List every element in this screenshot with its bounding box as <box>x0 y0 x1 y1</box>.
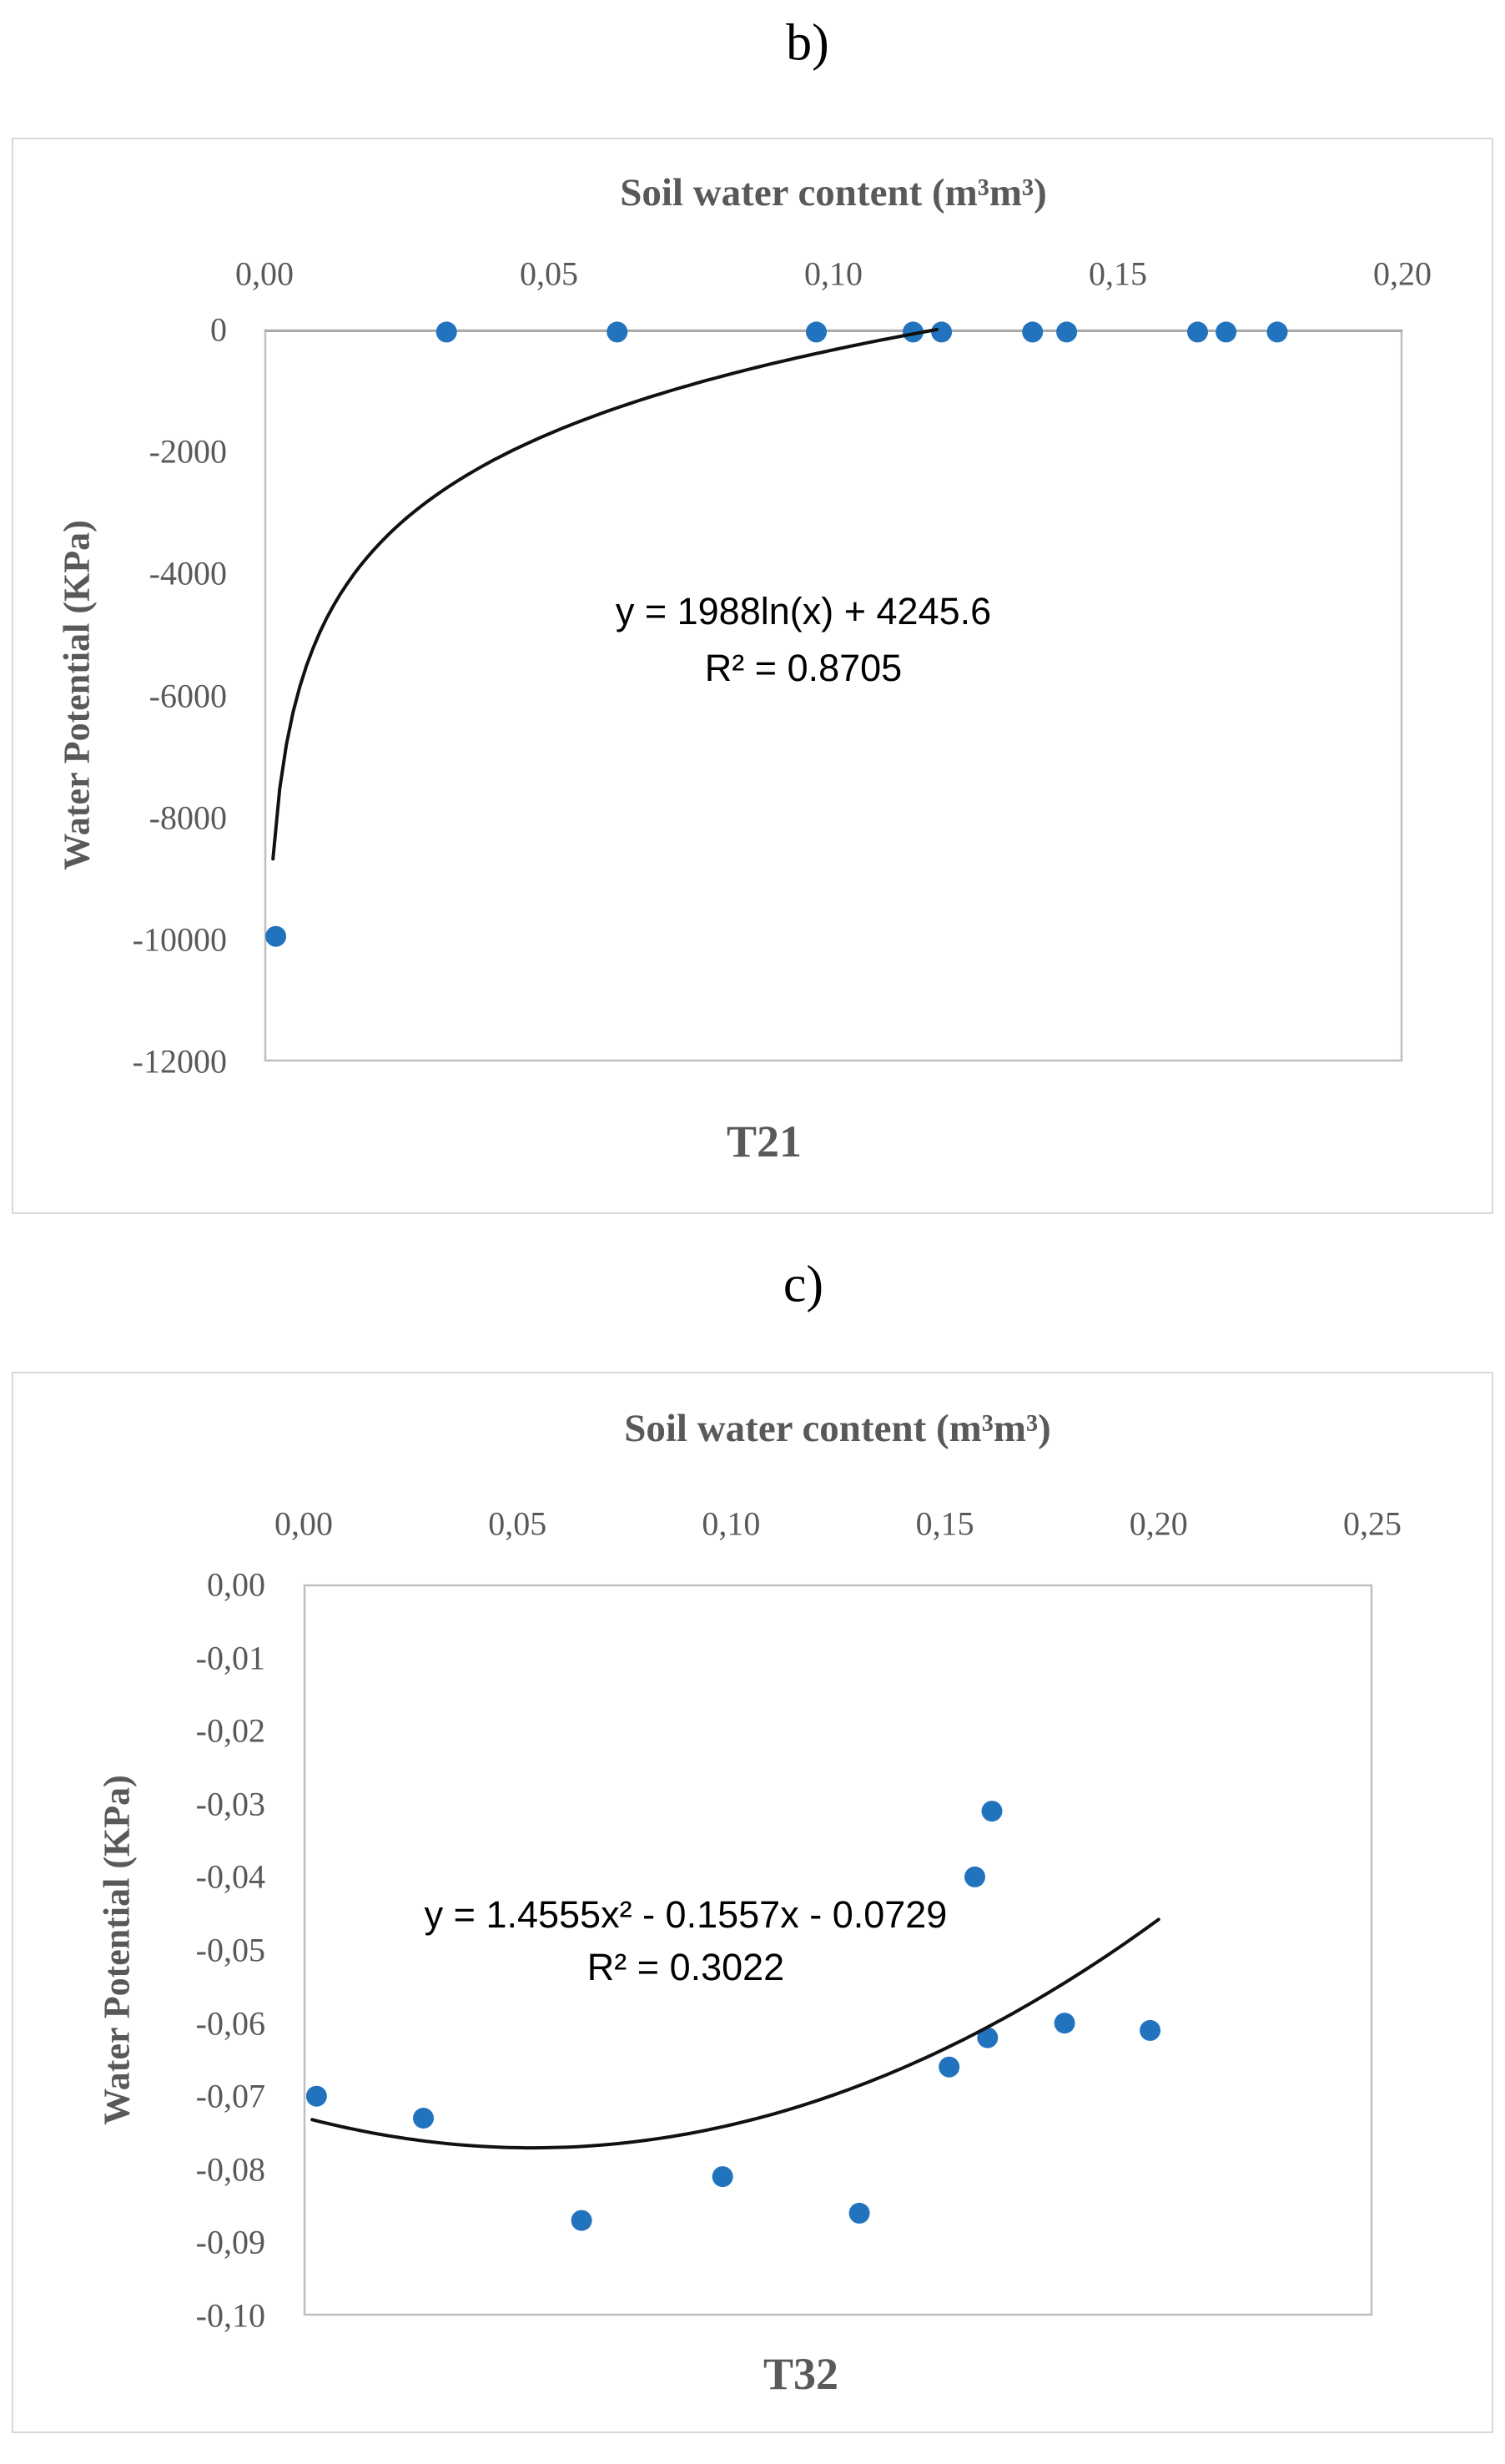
trendline-r-squared-c: R² = 0.3022 <box>586 1946 785 1988</box>
data-point <box>1216 321 1237 343</box>
x-tick-label: 0,20 <box>1373 254 1432 293</box>
data-point <box>848 2202 870 2224</box>
x-tick-label: 0,25 <box>1343 1504 1402 1543</box>
data-point <box>903 321 924 343</box>
plot-area-b <box>264 321 1403 1062</box>
chart-panel-c <box>12 1372 1493 2433</box>
chart-title-c: Soil water content (m³m³) <box>624 1407 1051 1450</box>
x-tick-label: 0,05 <box>520 254 578 293</box>
panel-label-b: b) <box>786 14 829 72</box>
data-point <box>413 2108 434 2129</box>
data-point <box>806 321 827 343</box>
data-point <box>1056 321 1078 343</box>
y-tick-label: -0,10 <box>195 2296 265 2335</box>
x-tick-label: 0,20 <box>1129 1504 1188 1543</box>
y-tick-label: -0,01 <box>195 1639 265 1677</box>
data-point <box>305 2085 327 2107</box>
y-tick-label: 0 <box>210 310 227 349</box>
x-tick-label: 0,10 <box>702 1504 761 1543</box>
x-tick-label: 0,10 <box>804 254 863 293</box>
x-tick-label: 0,05 <box>488 1504 547 1543</box>
y-tick-label: -2000 <box>148 432 227 471</box>
data-point <box>939 2056 960 2078</box>
x-tick-label: 0,15 <box>1089 254 1147 293</box>
data-point <box>1054 2013 1075 2034</box>
plot-border <box>303 1584 1373 2316</box>
trendline-equation-b: y = 1988ln(x) + 4245.6 <box>615 590 992 632</box>
x-tick-label: 0,15 <box>915 1504 974 1543</box>
data-point <box>571 2210 592 2231</box>
trendline-curve <box>271 328 939 861</box>
series-label-t32: T32 <box>763 2349 839 2399</box>
data-point <box>712 2166 733 2188</box>
data-point <box>1140 2019 1161 2041</box>
y-tick-label: -6000 <box>148 677 227 714</box>
y-tick-label: -4000 <box>148 554 227 592</box>
plot-border <box>264 329 1403 1062</box>
y-tick-label: -0,04 <box>195 1857 265 1896</box>
data-point <box>981 1801 1003 1822</box>
data-point <box>1266 321 1288 343</box>
data-point <box>1187 321 1208 343</box>
y-tick-label: -0,05 <box>195 1931 265 1969</box>
x-tick-label: 0,00 <box>235 254 294 293</box>
plot-area-c <box>303 1584 1373 2316</box>
y-tick-label: -0,08 <box>195 2150 265 2189</box>
y-tick-label: -12000 <box>132 1042 227 1081</box>
chart-panel-b <box>12 138 1493 1214</box>
series-label-t21: T21 <box>726 1116 803 1166</box>
trendline-curve <box>310 1917 1160 2150</box>
trendline-r-squared-b: R² = 0.8705 <box>704 647 903 689</box>
data-point <box>435 321 457 343</box>
y-tick-label: -0,02 <box>195 1711 265 1750</box>
data-point <box>265 925 287 947</box>
data-point <box>931 321 953 343</box>
trendline-equation-c: y = 1.4555x² - 0.1557x - 0.0729 <box>424 1893 948 1936</box>
y-tick-label: -10000 <box>132 920 227 959</box>
data-point <box>964 1866 985 1887</box>
y-tick-label: 0,00 <box>207 1565 265 1604</box>
y-tick-label: -0,09 <box>195 2223 265 2261</box>
data-point <box>977 2027 999 2048</box>
data-point <box>607 321 628 343</box>
data-point <box>1022 321 1044 343</box>
y-tick-label: -0,06 <box>195 2004 265 2043</box>
y-tick-label: -0,07 <box>195 2077 265 2115</box>
panel-label-c: c) <box>783 1256 824 1313</box>
y-tick-label: -8000 <box>148 799 227 837</box>
chart-title-b: Soil water content (m³m³) <box>620 171 1047 214</box>
x-tick-label: 0,00 <box>274 1504 333 1543</box>
y-tick-label: -0,03 <box>195 1785 265 1823</box>
